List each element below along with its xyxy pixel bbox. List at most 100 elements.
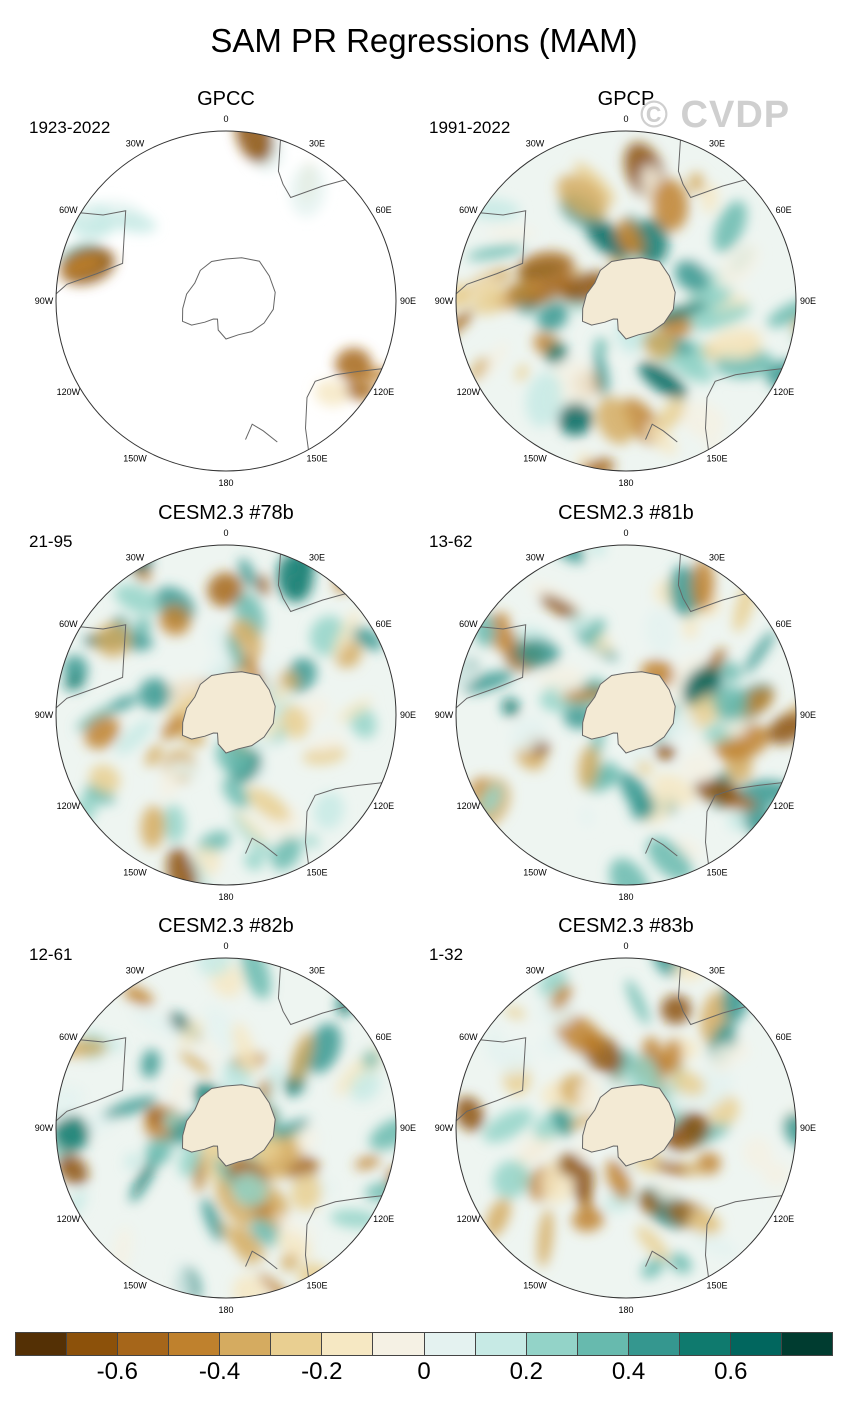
colorbar-swatch bbox=[322, 1333, 374, 1355]
colorbar-swatch bbox=[679, 1333, 731, 1355]
cvdp-watermark: © CVDP bbox=[640, 94, 791, 136]
map-panel: GPCP 1991-2022 0 30E 60E 90E 120E 150E 180 150W 12… bbox=[426, 88, 826, 488]
longitude-label: 90W bbox=[435, 1123, 454, 1133]
colorbar-label: -0.6 bbox=[96, 1358, 138, 1385]
coastline bbox=[277, 545, 355, 613]
longitude-label: 180 bbox=[618, 1305, 633, 1315]
antarctica-outline bbox=[581, 1084, 676, 1167]
coastline bbox=[677, 131, 755, 199]
coastline bbox=[56, 624, 127, 716]
antarctica-outline bbox=[181, 671, 276, 754]
coastline bbox=[304, 781, 392, 873]
panel-period: 13-62 bbox=[429, 532, 473, 551]
polar-map: 0 30E 60E 90E 120E 150E 180 150W 120W 90W 60W 30W bbox=[435, 528, 816, 902]
map-border bbox=[55, 130, 397, 472]
longitude-label: 60W bbox=[459, 619, 478, 629]
longitude-label: 150E bbox=[706, 868, 727, 878]
coastline bbox=[677, 958, 755, 1026]
coastline bbox=[456, 210, 527, 302]
panel-period: 12-61 bbox=[29, 945, 73, 964]
colorbar-label: 0 bbox=[417, 1358, 431, 1385]
longitude-label: 30E bbox=[709, 552, 725, 562]
longitude-label: 60E bbox=[376, 205, 392, 215]
longitude-label: 60E bbox=[376, 1032, 392, 1042]
longitude-label: 120W bbox=[457, 801, 481, 811]
coastline bbox=[677, 545, 755, 613]
coastline bbox=[456, 1037, 527, 1129]
longitude-label: 90E bbox=[800, 710, 816, 720]
colorbar-swatch bbox=[526, 1333, 578, 1355]
longitude-label: 120W bbox=[57, 1214, 81, 1224]
colorbar-label: 0.2 bbox=[509, 1358, 543, 1385]
longitude-label: 0 bbox=[223, 941, 228, 951]
longitude-label: 30W bbox=[526, 138, 545, 148]
longitude-label: 150W bbox=[523, 1281, 547, 1291]
longitude-label: 150E bbox=[706, 1281, 727, 1291]
longitude-label: 150E bbox=[306, 1281, 327, 1291]
longitude-label: 120E bbox=[373, 1214, 394, 1224]
longitude-label: 30W bbox=[126, 552, 145, 562]
longitude-label: 60E bbox=[776, 619, 792, 629]
map-border bbox=[55, 544, 397, 886]
panel-period: 21-95 bbox=[29, 532, 73, 551]
longitude-label: 90W bbox=[35, 1123, 54, 1133]
panel-period: 1923-2022 bbox=[29, 118, 111, 137]
longitude-label: 150W bbox=[123, 1281, 147, 1291]
colorbar-swatch bbox=[781, 1333, 832, 1355]
longitude-label: 60W bbox=[59, 619, 78, 629]
longitude-label: 90E bbox=[400, 1123, 416, 1133]
longitude-label: 30E bbox=[709, 965, 725, 975]
longitude-label: 180 bbox=[218, 1305, 233, 1315]
panel-title: CESM2.3 #78b bbox=[158, 502, 294, 524]
colorbar-label: 0.6 bbox=[714, 1358, 748, 1385]
antarctica-outline bbox=[581, 671, 676, 754]
coastline bbox=[645, 837, 678, 857]
polar-map: 0 30E 60E 90E 120E 150E 180 150W 120W 90W 60W 30W bbox=[435, 941, 816, 1315]
map-border bbox=[455, 957, 797, 1299]
coastline bbox=[304, 1194, 392, 1286]
coastline bbox=[704, 367, 792, 459]
longitude-label: 60W bbox=[459, 1032, 478, 1042]
colorbar-label: 0.4 bbox=[611, 1358, 646, 1385]
colorbar-swatch bbox=[67, 1333, 119, 1355]
longitude-label: 150W bbox=[123, 868, 147, 878]
panel-title: GPCC bbox=[197, 88, 255, 110]
longitude-label: 180 bbox=[618, 892, 633, 902]
map-panel: CESM2.3 #78b 21-95 0 30E 60E 90E 120E 150E 180 15… bbox=[26, 502, 426, 902]
polar-map: 0 30E 60E 90E 120E 150E 180 150W 120W 90W 60W 30W bbox=[35, 114, 416, 488]
antarctica-outline bbox=[181, 1084, 276, 1167]
colorbar-label: -0.4 bbox=[198, 1358, 241, 1385]
coastline bbox=[704, 1194, 792, 1286]
colorbar-swatch bbox=[169, 1333, 221, 1355]
coastline bbox=[456, 624, 527, 716]
longitude-label: 30W bbox=[126, 138, 145, 148]
coastline bbox=[704, 781, 792, 873]
longitude-label: 180 bbox=[618, 478, 633, 488]
longitude-label: 30W bbox=[126, 965, 145, 975]
panel-title: GPCP bbox=[597, 88, 655, 110]
coastline bbox=[277, 131, 355, 199]
colorbar-swatch bbox=[424, 1333, 476, 1355]
coastline bbox=[56, 210, 127, 302]
map-panel: GPCC 1923-2022 0 30E 60E 90E 120E 150E 180 150W 12… bbox=[26, 88, 426, 488]
longitude-label: 120E bbox=[773, 1214, 794, 1224]
longitude-label: 30E bbox=[309, 138, 325, 148]
colorbar bbox=[15, 1332, 833, 1356]
longitude-label: 30E bbox=[709, 138, 725, 148]
longitude-label: 30W bbox=[526, 965, 545, 975]
longitude-label: 150W bbox=[523, 868, 547, 878]
longitude-label: 120W bbox=[57, 387, 81, 397]
map-border bbox=[55, 957, 397, 1299]
colorbar-swatch bbox=[220, 1333, 272, 1355]
longitude-label: 60W bbox=[459, 205, 478, 215]
longitude-label: 30E bbox=[309, 965, 325, 975]
antarctica-outline bbox=[581, 257, 676, 340]
colorbar-swatch bbox=[271, 1333, 323, 1355]
colorbar-labels: -0.6 -0.4 -0.2 0 0.2 0.4 0.6 bbox=[15, 1356, 833, 1386]
colorbar-swatch bbox=[118, 1333, 170, 1355]
longitude-label: 90W bbox=[435, 296, 454, 306]
longitude-label: 90W bbox=[35, 296, 54, 306]
longitude-label: 30W bbox=[526, 552, 545, 562]
coastline bbox=[245, 1250, 278, 1270]
longitude-label: 180 bbox=[218, 478, 233, 488]
